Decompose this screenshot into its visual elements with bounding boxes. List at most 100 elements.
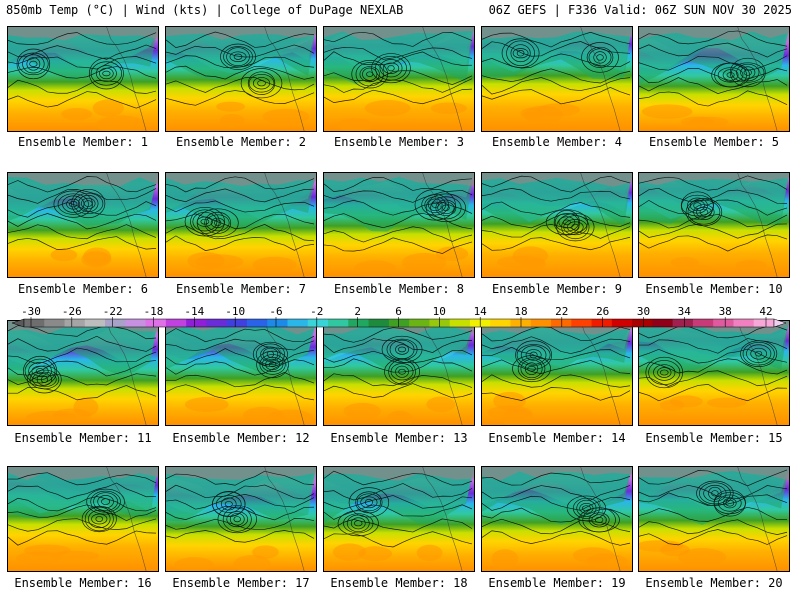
colorbar-swatch: [246, 319, 268, 327]
temperature-wind-map: [482, 321, 632, 425]
colorbar-swatch: [125, 319, 146, 327]
temperature-wind-map: [8, 173, 158, 277]
coastline: [422, 27, 463, 131]
coastline: [264, 321, 305, 425]
ensemble-member-label: Ensemble Member: 3: [333, 135, 465, 149]
ensemble-map-panel: [638, 320, 790, 426]
coastline: [106, 467, 147, 571]
ensemble-member-label: Ensemble Member: 5: [648, 135, 780, 149]
coastline: [264, 173, 305, 277]
colorbar-swatch: [165, 319, 187, 327]
colorbar-swatch: [733, 319, 755, 327]
temperature-wind-map: [639, 321, 789, 425]
colorbar-swatch: [632, 319, 653, 327]
ensemble-map-panel: [7, 172, 159, 278]
temperature-wind-map: [324, 467, 474, 571]
colorbar-swatch: [652, 319, 673, 327]
coastline: [106, 173, 147, 277]
ensemble-map-panel: [481, 26, 633, 132]
coastline: [264, 467, 305, 571]
ensemble-map-panel: [165, 320, 317, 426]
colorbar-swatch: [287, 319, 309, 327]
ensemble-map-panel: [323, 320, 475, 426]
colorbar-tick-label: -6: [269, 305, 282, 318]
colorbar-tick-label: -18: [144, 305, 164, 318]
colorbar-tick-label: 34: [678, 305, 692, 318]
coastline: [580, 467, 621, 571]
colorbar-swatch: [226, 319, 248, 327]
colorbar-tick-label: -22: [103, 305, 123, 318]
header-title: 850mb Temp (°C) | Wind (kts) | College o…: [6, 3, 404, 17]
coastline: [422, 173, 463, 277]
colorbar-swatch: [267, 319, 288, 327]
ensemble-member-label: Ensemble Member: 9: [491, 282, 623, 296]
temperature-wind-map: [166, 173, 316, 277]
colorbar-tick-label: 38: [719, 305, 732, 318]
ensemble-map-panel: [638, 172, 790, 278]
ensemble-map-panel: [638, 26, 790, 132]
ensemble-member-label: Ensemble Member: 7: [175, 282, 307, 296]
coastline: [422, 467, 463, 571]
ensemble-member-label: Ensemble Member: 18: [330, 576, 468, 590]
ensemble-member-label: Ensemble Member: 17: [172, 576, 310, 590]
ensemble-map-panel: [323, 26, 475, 132]
coastline: [737, 467, 778, 571]
colorbar-swatch: [753, 319, 775, 327]
ensemble-member-label: Ensemble Member: 8: [333, 282, 465, 296]
colorbar-tick-label: 30: [637, 305, 650, 318]
temperature-wind-map: [8, 321, 158, 425]
colorbar-swatch: [307, 319, 329, 327]
colorbar-tick-label: -30: [21, 305, 41, 318]
colorbar-swatch: [44, 319, 65, 327]
temperature-colorbar: -30 -26 -22 -18 -14 -10 -6 -2 2 6 10 14 18 22 26 30 34 38…: [10, 305, 788, 331]
temperature-wind-map: [166, 27, 316, 131]
ensemble-map-panel: [481, 320, 633, 426]
colorbar-tick-label: 42: [759, 305, 772, 318]
colorbar-swatch: [530, 319, 552, 327]
coastline: [580, 321, 621, 425]
colorbar-swatch: [64, 319, 86, 327]
coastline: [737, 27, 778, 131]
temperature-wind-map: [8, 27, 158, 131]
colorbar-swatch: [551, 319, 572, 327]
colorbar-swatch: [611, 319, 633, 327]
colorbar-low-arrow: [11, 318, 25, 328]
ensemble-map-panel: [323, 172, 475, 278]
ensemble-member-label: Ensemble Member: 12: [172, 431, 310, 445]
colorbar-swatch: [388, 319, 410, 327]
ensemble-map-panel: [7, 320, 159, 426]
ensemble-member-label: Ensemble Member: 20: [645, 576, 783, 590]
colorbar-swatch: [490, 319, 511, 327]
ensemble-member-label: Ensemble Member: 6: [17, 282, 149, 296]
ensemble-map-panel: [481, 466, 633, 572]
coastline: [737, 173, 778, 277]
colorbar-tick-label: -2: [310, 305, 323, 318]
coastline: [106, 27, 147, 131]
colorbar-tick-label: -14: [184, 305, 204, 318]
colorbar-tick-label: -26: [62, 305, 82, 318]
ensemble-map-panel: [323, 466, 475, 572]
ensemble-member-label: Ensemble Member: 14: [488, 431, 626, 445]
ensemble-map-panel: [165, 172, 317, 278]
colorbar-swatch: [429, 319, 450, 327]
ensemble-member-label: Ensemble Member: 4: [491, 135, 623, 149]
colorbar-swatch: [328, 319, 349, 327]
temperature-wind-map: [482, 467, 632, 571]
ensemble-member-label: Ensemble Member: 1: [17, 135, 149, 149]
ensemble-map-panel: [638, 466, 790, 572]
colorbar-tick-label: 22: [555, 305, 568, 318]
temperature-wind-map: [166, 321, 316, 425]
colorbar-swatch: [348, 319, 369, 327]
colorbar-swatch: [571, 319, 592, 327]
colorbar-swatch: [692, 319, 714, 327]
coastline: [580, 27, 621, 131]
ensemble-member-label: Ensemble Member: 13: [330, 431, 468, 445]
colorbar-swatch: [186, 319, 207, 327]
coastline: [106, 321, 147, 425]
ensemble-map-panel: [7, 26, 159, 132]
colorbar-swatch: [713, 319, 734, 327]
ensemble-member-label: Ensemble Member: 16: [14, 576, 152, 590]
colorbar-tick-label: 2: [354, 305, 361, 318]
colorbar-tick-label: 18: [514, 305, 527, 318]
colorbar-swatch: [206, 319, 227, 327]
